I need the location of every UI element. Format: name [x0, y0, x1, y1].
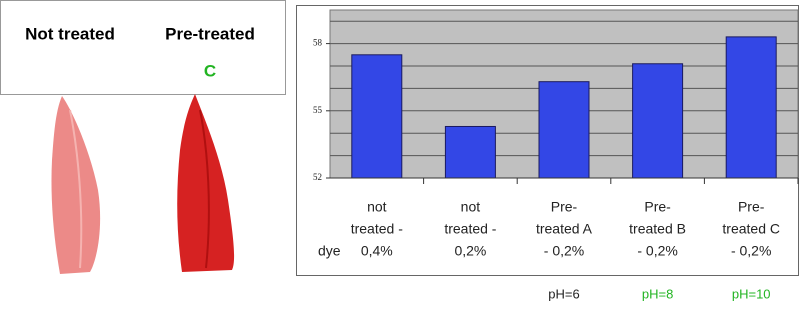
- x-tick-label: treated B: [629, 221, 686, 237]
- panel-label: Pre-treated: [165, 24, 255, 43]
- bar: [539, 82, 589, 178]
- panel-label: Not treated: [25, 24, 115, 43]
- y-tick-label: 52: [313, 172, 322, 182]
- x-tick-label: 0,4%: [361, 243, 393, 259]
- bar: [445, 126, 495, 178]
- label-box: [1, 1, 286, 95]
- hair-sample-untreated: [51, 96, 100, 274]
- y-tick-label: 55: [313, 105, 323, 115]
- x-tick-label: - 0,2%: [544, 243, 584, 259]
- bar: [633, 64, 683, 178]
- panel-marker: C: [204, 61, 216, 80]
- x-tick-label: Pre-: [644, 199, 671, 215]
- row-label: dye: [318, 243, 341, 259]
- x-tick-label: Pre-: [738, 199, 765, 215]
- x-tick-label: treated C: [722, 221, 780, 237]
- x-tick-label: treated -: [351, 221, 403, 237]
- x-tick-label: not: [367, 199, 387, 215]
- annotation: pH=6: [548, 286, 579, 301]
- annotation: pH=8: [642, 286, 673, 301]
- x-tick-label: Pre-: [551, 199, 578, 215]
- x-tick-label: 0,2%: [454, 243, 486, 259]
- x-tick-label: - 0,2%: [637, 243, 677, 259]
- x-tick-label: treated -: [444, 221, 496, 237]
- y-tick-label: 58: [313, 38, 323, 48]
- figure: Not treated Pre-treated C 52 55 58 not treat…: [0, 0, 800, 311]
- bar: [352, 55, 402, 178]
- bar: [726, 37, 776, 178]
- hair-sample-pretreated: [177, 94, 234, 272]
- x-tick-label: treated A: [536, 221, 593, 237]
- x-tick-label: not: [461, 199, 481, 215]
- x-tick-label: - 0,2%: [731, 243, 771, 259]
- annotation: pH=10: [732, 286, 771, 301]
